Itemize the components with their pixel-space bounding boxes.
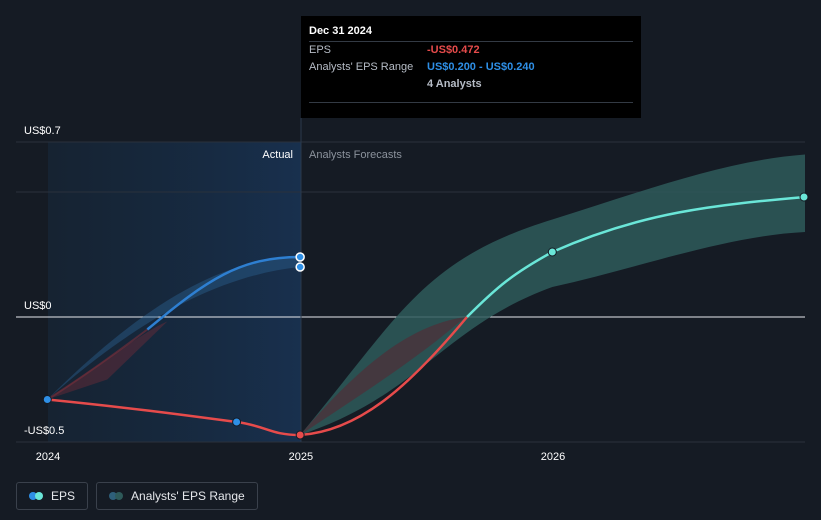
legend: EPS Analysts' EPS Range xyxy=(16,482,258,510)
forecast-point xyxy=(799,192,809,202)
tooltip-range-label: Analysts' EPS Range xyxy=(309,61,414,73)
actual-region-shade xyxy=(48,142,301,442)
legend-range-label: Analysts' EPS Range xyxy=(131,489,245,503)
eps-forecast-positive xyxy=(466,195,806,318)
range-legend-icon xyxy=(109,492,124,500)
tooltip-eps-value: -US$0.472 xyxy=(427,44,480,56)
axis-labels: US$0.7 US$0 -US$0.5 2024 2025 2026 Actual Analy… xyxy=(24,125,565,463)
actual-range-line xyxy=(146,255,301,331)
forecast-negative-tint xyxy=(300,317,466,435)
x-tick-label: 2024 xyxy=(36,451,60,463)
eps-forecast-negative xyxy=(300,316,468,437)
y-tick-label: -US$0.5 xyxy=(24,425,64,437)
eps-point xyxy=(42,395,52,404)
forecast-point xyxy=(547,247,557,257)
y-tick-label: US$0 xyxy=(24,300,52,312)
data-points xyxy=(42,192,809,440)
legend-eps-button[interactable]: EPS xyxy=(16,482,89,510)
eps-actual-line xyxy=(47,398,301,437)
eps-legend-icon xyxy=(29,492,43,500)
tooltip-eps-label: EPS xyxy=(309,44,332,56)
tooltip-range-row: Analysts' EPS Range US$0.200 - US$0.240 xyxy=(309,59,633,76)
eps-point xyxy=(232,417,242,427)
range-low-point xyxy=(295,262,305,272)
actual-label: Actual xyxy=(262,149,293,161)
tooltip: Dec 31 2024 EPS -US$0.472 Analysts' EPS … xyxy=(301,16,641,118)
tooltip-analysts-row: 4 Analysts xyxy=(309,76,633,103)
actual-range-line-start xyxy=(46,328,148,401)
eps-point xyxy=(295,430,305,440)
tooltip-eps-row: EPS -US$0.472 xyxy=(309,41,633,59)
legend-eps-label: EPS xyxy=(51,489,76,503)
tooltip-date: Dec 31 2024 xyxy=(309,25,372,37)
tooltip-analysts: 4 Analysts xyxy=(427,78,482,90)
legend-range-button[interactable]: Analysts' EPS Range xyxy=(96,482,258,510)
x-tick-label: 2026 xyxy=(541,451,565,463)
y-tick-label: US$0.7 xyxy=(24,125,61,137)
tooltip-range-value: US$0.200 - US$0.240 xyxy=(427,61,535,73)
x-tick-label: 2025 xyxy=(289,451,313,463)
forecast-label: Analysts Forecasts xyxy=(309,149,402,161)
range-high-point xyxy=(295,252,305,262)
eps-lines xyxy=(46,195,806,437)
forecast-range-band xyxy=(300,154,805,435)
